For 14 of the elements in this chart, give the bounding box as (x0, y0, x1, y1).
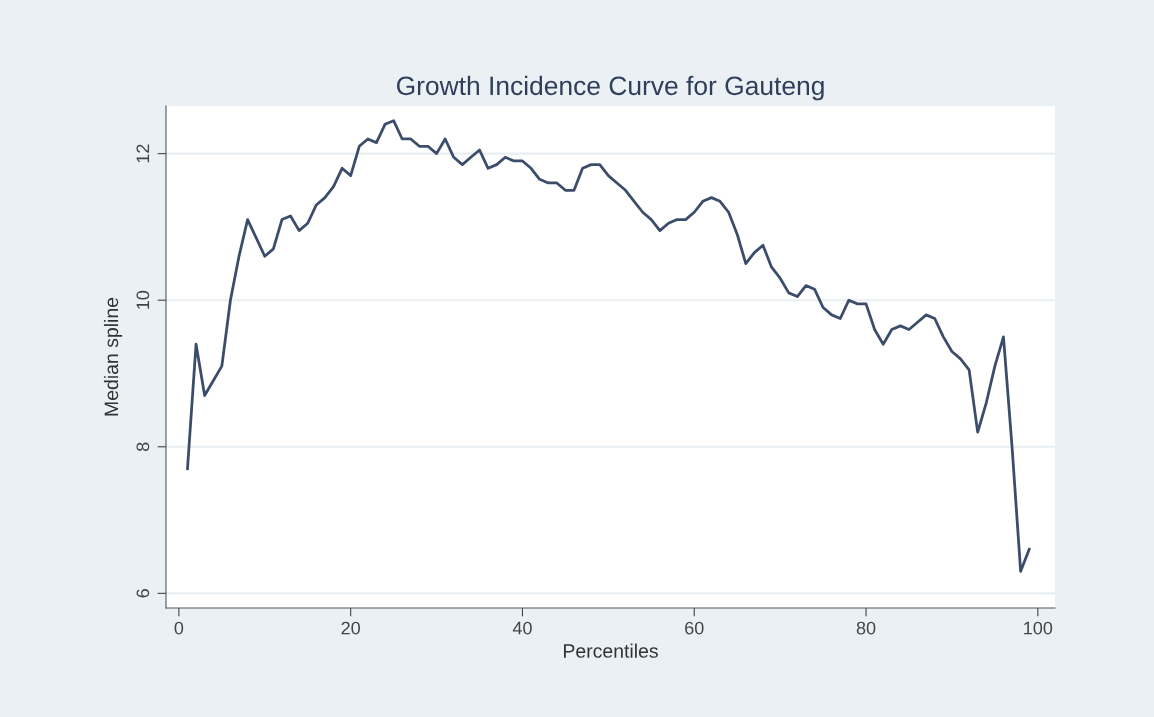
x-axis-title: Percentiles (564, 643, 658, 658)
y-tick-label: 8 (136, 442, 150, 452)
x-tick-label: 0 (174, 621, 184, 635)
x-tick-label: 60 (685, 621, 704, 635)
x-tick-label: 20 (341, 621, 361, 635)
y-tick-label: 12 (136, 144, 150, 163)
y-tick-label: 10 (136, 290, 150, 309)
chart-title: Growth Incidence Curve for Gauteng (396, 75, 824, 101)
x-tick-label: 40 (512, 621, 532, 635)
x-tick-label: 80 (856, 621, 876, 635)
x-tick-label: 100 (1024, 621, 1053, 635)
y-tick-label: 6 (136, 589, 150, 598)
line-series (186, 119, 1031, 573)
y-axis-title: Median spline (103, 297, 123, 416)
